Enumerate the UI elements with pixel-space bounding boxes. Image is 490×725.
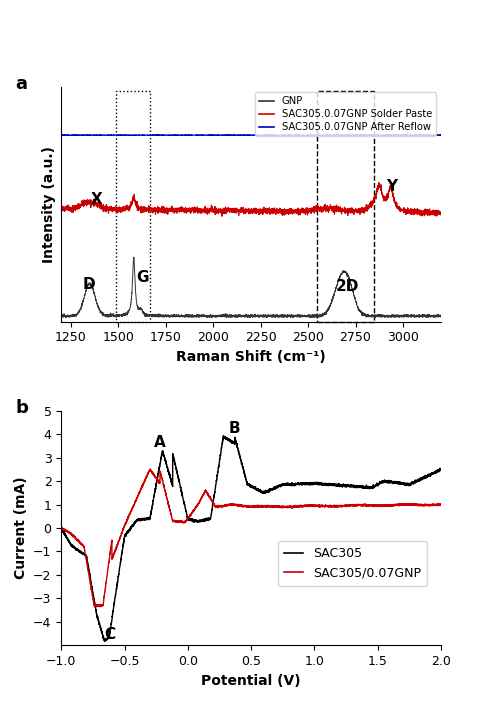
Y-axis label: Intensity (a.u.): Intensity (a.u.) <box>42 146 56 262</box>
X-axis label: Potential (V): Potential (V) <box>201 674 301 687</box>
X-axis label: Raman Shift (cm⁻¹): Raman Shift (cm⁻¹) <box>176 350 326 364</box>
Text: D: D <box>82 277 95 292</box>
Text: a: a <box>16 75 27 94</box>
Bar <box>317 91 373 322</box>
Legend: GNP, SAC305.0.07GNP Solder Paste, SAC305.0.07GNP After Reflow: GNP, SAC305.0.07GNP Solder Paste, SAC305… <box>255 92 436 136</box>
Text: C: C <box>104 627 116 642</box>
Text: B: B <box>228 421 240 436</box>
Bar <box>116 91 149 322</box>
Text: G: G <box>136 270 149 285</box>
Text: X: X <box>91 192 102 207</box>
Legend: SAC305, SAC305/0.07GNP: SAC305, SAC305/0.07GNP <box>278 541 427 586</box>
Text: Y: Y <box>386 179 397 194</box>
Y-axis label: Current (mA): Current (mA) <box>14 476 27 579</box>
Text: 2D: 2D <box>336 279 360 294</box>
Text: A: A <box>154 435 166 450</box>
Text: b: b <box>16 399 28 417</box>
